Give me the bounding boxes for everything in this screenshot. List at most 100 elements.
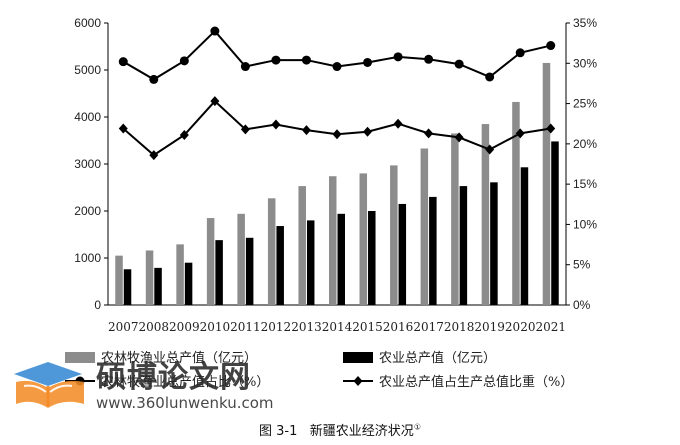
point-total-share	[240, 62, 250, 72]
bar-agri-output	[490, 182, 498, 305]
bar-agri-output	[184, 262, 193, 305]
bar-total-output	[390, 165, 398, 305]
x-tick-label: 2014	[322, 320, 353, 334]
x-tick-label: 2009	[169, 320, 200, 334]
x-tick-label: 2020	[505, 320, 536, 334]
bar-agri-output	[429, 196, 437, 305]
y-right-tick-label: 20%	[573, 137, 597, 151]
y-right-tick-label: 0%	[573, 298, 591, 312]
x-tick-label: 2018	[444, 320, 475, 334]
point-total-share	[301, 55, 311, 65]
bar-total-output	[329, 176, 337, 305]
point-agri-share	[301, 125, 311, 136]
point-total-share	[363, 57, 373, 67]
point-total-share	[485, 72, 495, 82]
point-agri-share	[393, 118, 403, 129]
bar-total-output	[237, 213, 245, 305]
bar-total-output	[512, 101, 520, 306]
x-tick-label: 2013	[291, 320, 322, 334]
figure-caption: 图 3-1 新疆农业经济状况①	[0, 420, 680, 439]
bar-agri-output	[368, 211, 376, 305]
bar-total-output	[176, 244, 184, 305]
chart-svg: 0 1000 2000 3000 4000 5000 6000 0% 5% 10% 15% 20% 25…	[65, 16, 597, 390]
y-right-tick-label: 25%	[573, 97, 597, 111]
bar-total-output	[206, 218, 215, 305]
legend-swatch-agri-output	[343, 352, 373, 363]
x-tick-label: 2012	[261, 320, 292, 334]
bar-agri-output	[398, 203, 407, 305]
bar-total-output	[420, 148, 429, 305]
caption-footnote-mark: ①	[413, 422, 421, 432]
point-agri-share	[179, 129, 189, 140]
y-left-tick-label: 3000	[74, 157, 101, 171]
x-tick-label: 2015	[352, 320, 383, 334]
bar-agri-output	[459, 186, 468, 305]
bar-total-output	[298, 186, 306, 305]
y-left-tick-label: 0	[94, 298, 101, 312]
x-tick-label: 2007	[108, 320, 139, 334]
point-total-share	[118, 57, 128, 67]
legend: 农林牧渔业总产值（亿元） 农业总产值（亿元） 农林牧渔业总产值占比（%） 农业总…	[65, 350, 573, 390]
bar-agri-output	[551, 141, 559, 305]
point-total-share	[332, 62, 342, 72]
point-total-share	[271, 55, 281, 65]
x-tick-label: 2010	[200, 320, 231, 334]
legend-label-agri-share: 农业总产值占生产总值比重（%）	[379, 374, 573, 390]
point-agri-share	[363, 126, 373, 137]
point-total-share	[149, 74, 159, 84]
point-agri-share	[332, 129, 342, 140]
point-total-share	[424, 54, 434, 64]
legend-marker-diamond	[353, 376, 363, 386]
legend-label-total-output: 农林牧渔业总产值（亿元）	[101, 350, 257, 366]
x-tick-label: 2008	[139, 320, 170, 334]
point-agri-share	[485, 144, 495, 155]
y-right-tick-label: 35%	[573, 16, 597, 30]
point-total-share	[179, 56, 189, 66]
point-total-share	[454, 59, 464, 69]
bar-total-output	[115, 255, 123, 305]
x-tick-label: 2017	[413, 320, 444, 334]
bar-agri-output	[337, 213, 345, 305]
y-left-tick-label: 1000	[74, 251, 101, 265]
legend-swatch-total-output	[65, 352, 95, 363]
x-tick-label: 2021	[535, 320, 566, 334]
bar-total-output	[451, 133, 459, 305]
y-left-tick-label: 4000	[74, 110, 101, 124]
bar-agri-output	[154, 267, 162, 305]
y-left-tick-label: 2000	[74, 204, 101, 218]
bar-total-output	[542, 62, 551, 306]
point-agri-share	[515, 128, 525, 139]
caption-label: 图 3-1	[259, 424, 298, 439]
watermark-url: www.360lunwenku.com	[96, 394, 274, 412]
bar-agri-output	[245, 237, 254, 305]
line-total-share	[122, 29, 551, 81]
bar-agri-output	[520, 167, 529, 305]
bar-total-output	[145, 250, 154, 305]
bar-total-output	[359, 173, 368, 305]
point-total-share	[515, 48, 525, 58]
legend-label-agri-output: 农业总产值（亿元）	[379, 350, 496, 366]
bar-total-output	[481, 124, 490, 305]
point-agri-share	[149, 150, 159, 161]
point-agri-share	[424, 128, 434, 139]
watermark-text: 硕博论文网	[96, 360, 251, 395]
y-right-tick-label: 30%	[573, 56, 597, 70]
x-tick-label: 2019	[474, 320, 505, 334]
point-agri-share	[271, 119, 281, 130]
bar-agri-output	[306, 220, 315, 305]
y-left-tick-label: 6000	[74, 16, 101, 30]
point-total-share	[546, 41, 556, 51]
y-right-tick-label: 15%	[573, 177, 597, 191]
legend-label-total-share: 农林牧渔业总产值占比（%）	[101, 374, 269, 390]
bar-agri-output	[276, 226, 284, 305]
point-total-share	[393, 52, 403, 62]
point-agri-share	[210, 96, 220, 107]
y-right-tick-label: 5%	[573, 258, 591, 272]
y-left-tick-label: 5000	[74, 63, 101, 77]
x-tick-label: 2016	[383, 320, 414, 334]
bar-total-output	[267, 198, 276, 305]
point-total-share	[210, 26, 220, 36]
x-tick-label: 2011	[230, 320, 261, 334]
bar-agri-output	[123, 269, 132, 305]
